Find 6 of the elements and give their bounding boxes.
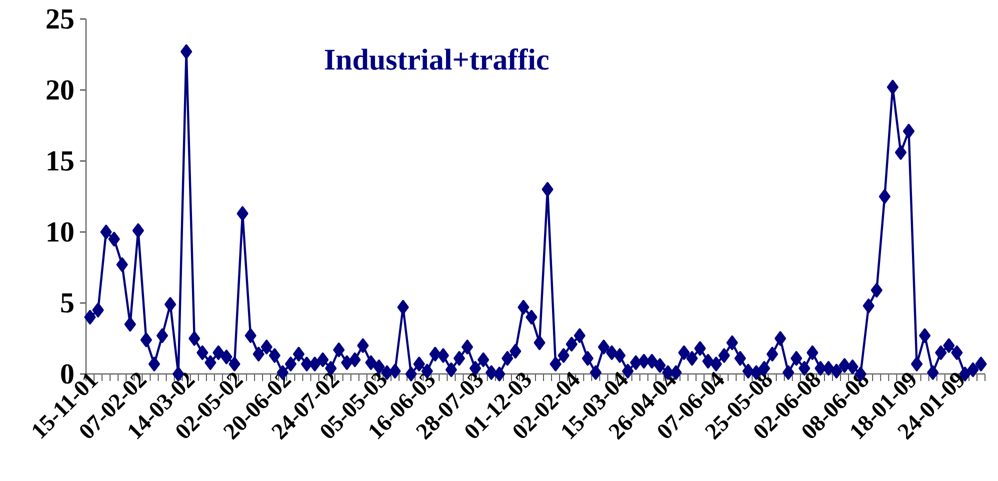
y-tick-label: 20 (46, 80, 74, 100)
y-tick-label: 25 (46, 9, 74, 29)
y-tick-label: 10 (48, 222, 74, 242)
y-tick-label: 5 (61, 293, 74, 313)
y-tick-label: 15 (48, 151, 74, 171)
text: Industrial+traffic (324, 48, 549, 70)
